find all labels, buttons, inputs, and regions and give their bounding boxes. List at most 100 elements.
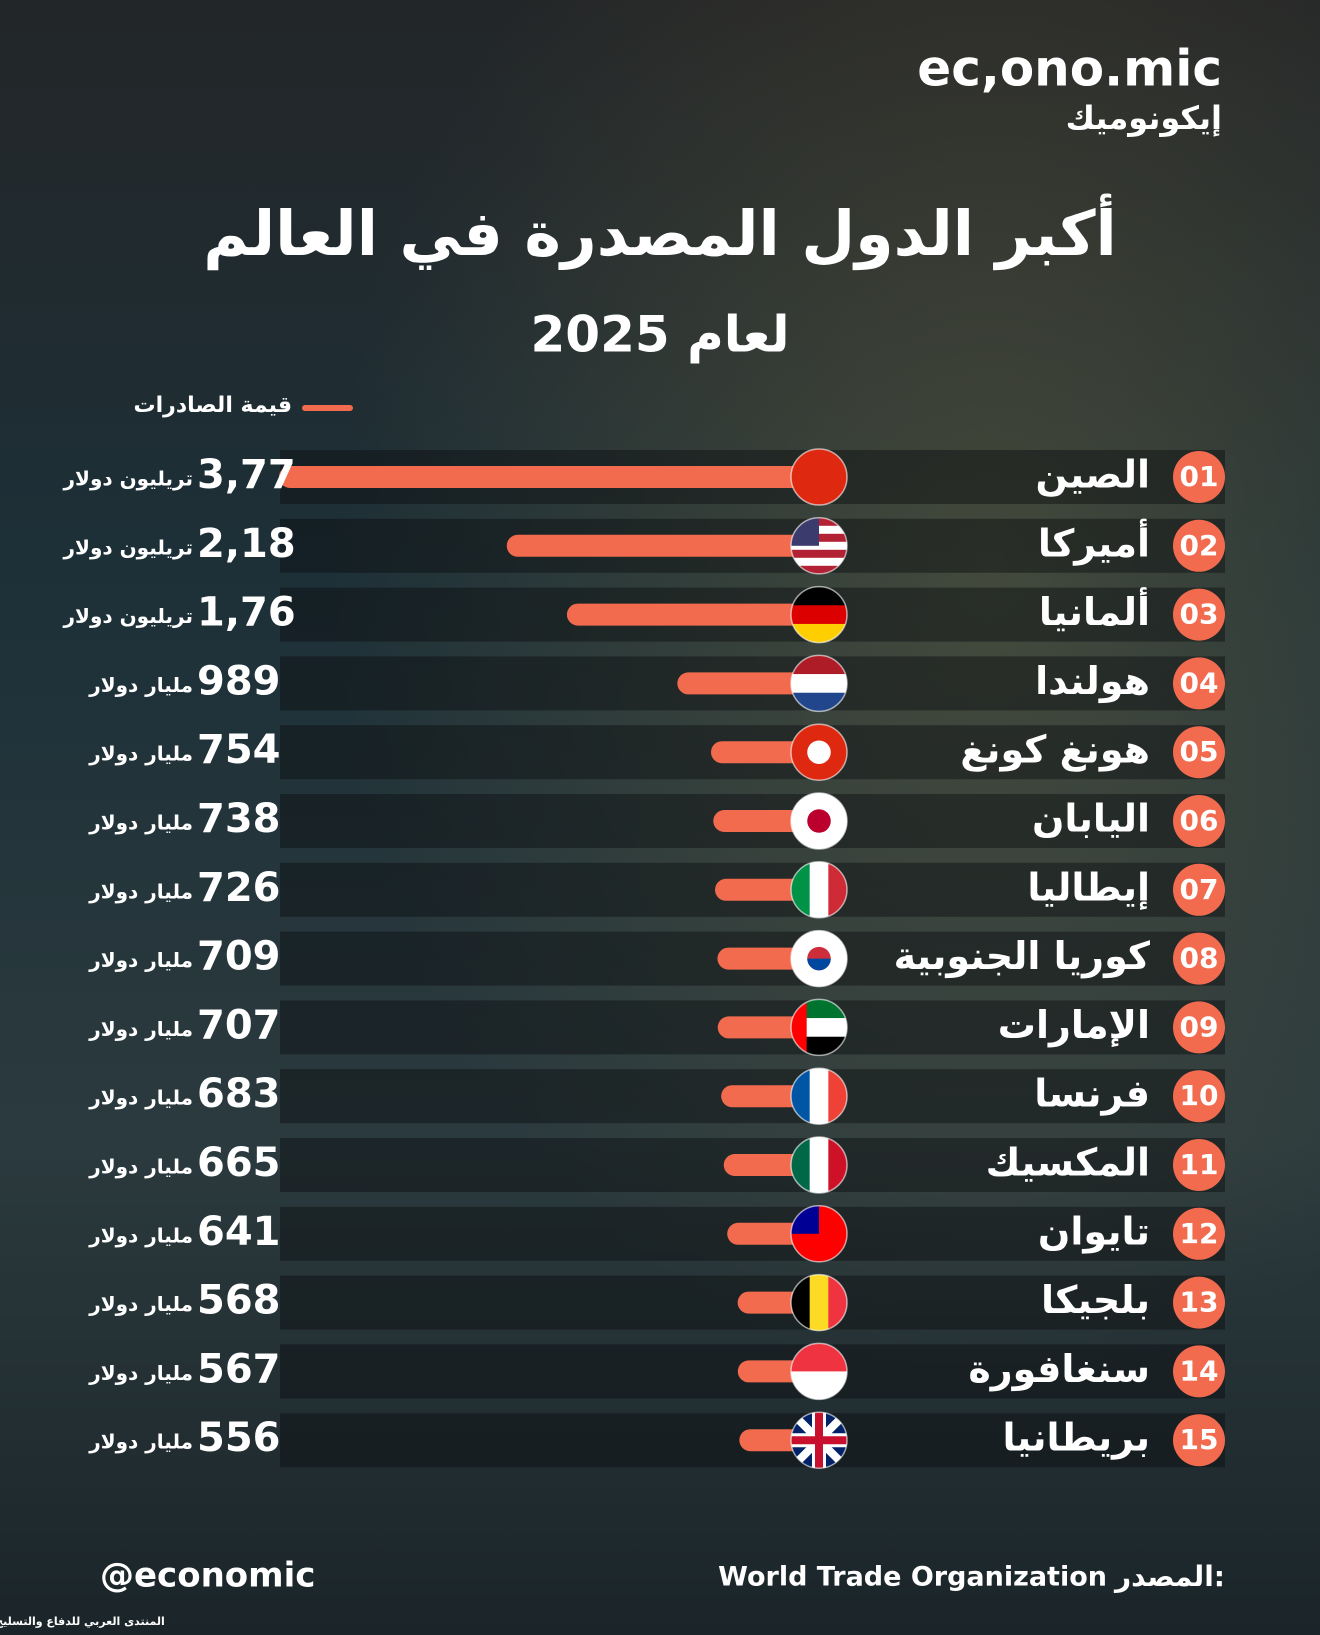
rank-badge — [1173, 932, 1225, 985]
flag-ring — [790, 1205, 848, 1263]
value-unit: مليار دولار — [88, 1086, 193, 1110]
value-unit: مليار دولار — [88, 1430, 193, 1454]
value-label: 568 — [197, 1278, 281, 1324]
rank-badge — [1173, 1070, 1225, 1123]
flag-stripe — [791, 565, 847, 574]
rank-label: 08 — [1180, 942, 1219, 975]
value-label: 3,77 — [197, 452, 296, 498]
rank-badge — [1173, 795, 1225, 847]
flag-ring — [790, 1342, 848, 1401]
value-unit: مليار دولار — [88, 1292, 193, 1316]
flag — [791, 1412, 847, 1469]
chart-subtitle: لعام 2025 — [531, 306, 790, 364]
flag-stripe — [791, 605, 847, 625]
flag-stripe — [828, 1274, 847, 1331]
flag-ring — [790, 1067, 848, 1125]
bar — [506, 534, 819, 557]
rank-label: 07 — [1180, 873, 1219, 906]
rank-label: 11 — [1180, 1148, 1219, 1181]
country-name: إيطاليا — [1027, 865, 1150, 910]
country-name: كوريا الجنوبية — [894, 934, 1151, 978]
flag — [791, 1274, 847, 1331]
value-label: 726 — [197, 865, 281, 911]
country-name: سنغافورة — [968, 1347, 1150, 1391]
flag-ring — [790, 792, 848, 850]
rank-badge — [1173, 1276, 1225, 1329]
country-name: فرنسا — [1034, 1072, 1150, 1116]
value-label: 989 — [197, 658, 281, 704]
bar — [677, 672, 819, 695]
country-name: اليابان — [1032, 797, 1150, 841]
value-unit: مليار دولار — [88, 673, 193, 697]
rank-badge — [1173, 1001, 1225, 1054]
flag-stripe — [809, 1137, 829, 1193]
value-label: 665 — [197, 1140, 281, 1186]
flag — [791, 1068, 847, 1125]
source-name: World Trade Organization — [718, 1562, 1107, 1593]
country-name: الصين — [1036, 453, 1150, 497]
bar — [279, 466, 819, 488]
value-unit: مليار دولار — [88, 811, 193, 835]
value-label: 754 — [197, 727, 281, 773]
rank-badge — [1173, 1414, 1225, 1467]
country-name: هولندا — [1035, 659, 1150, 703]
rank-label: 15 — [1180, 1423, 1219, 1456]
flag-ring — [790, 1273, 848, 1332]
rank-label: 05 — [1180, 735, 1219, 768]
flag-dot — [807, 740, 831, 764]
country-name: بلجيكا — [1041, 1278, 1150, 1322]
chart-title: أكبر الدول المصدرة في العالم — [203, 193, 1117, 270]
brand-name-ar: إيكونوميك — [1066, 99, 1222, 138]
flag-stripe — [809, 1274, 829, 1331]
flag-stripe — [791, 674, 847, 694]
value-unit: مليار دولار — [88, 879, 193, 903]
flag — [791, 1137, 847, 1193]
flag-stripe — [791, 1274, 811, 1331]
rank-badge — [1173, 588, 1225, 641]
flag-dot — [807, 958, 831, 971]
flag-stripe — [828, 1068, 847, 1125]
country-name: بريطانيا — [1002, 1416, 1150, 1460]
rank-label: 14 — [1180, 1354, 1219, 1387]
watermark: المنتدى العربي للدفاع والتسليح — [0, 1615, 165, 1628]
rank-badge — [1173, 657, 1225, 710]
flag-ring — [790, 998, 848, 1057]
flag-stripe — [791, 655, 847, 675]
flag-ring — [790, 517, 848, 575]
rank-label: 02 — [1180, 529, 1219, 562]
flag-stripe — [809, 1068, 829, 1125]
flag — [791, 655, 847, 712]
value-unit: مليار دولار — [88, 1223, 193, 1247]
rank-badge — [1173, 726, 1225, 779]
footer-handle: @economic — [100, 1556, 315, 1596]
flag-stripe — [791, 1137, 811, 1193]
value-unit: تريليون دولار — [63, 467, 193, 491]
flag-cross — [791, 1412, 847, 1469]
flag — [791, 449, 847, 505]
rank-badge — [1173, 1139, 1225, 1191]
country-name: أميركا — [1038, 518, 1150, 565]
flag — [791, 793, 847, 849]
rank-label: 09 — [1180, 1010, 1219, 1043]
value-unit: تريليون دولار — [63, 604, 193, 628]
source-label: المصدر: — [1113, 1560, 1225, 1593]
flag-ring — [790, 1411, 848, 1469]
flag-stripe — [791, 1068, 811, 1125]
legend-label: قيمة الصادرات — [134, 393, 292, 418]
bar — [566, 603, 819, 626]
flag-ring — [790, 1136, 848, 1194]
rank-label: 01 — [1180, 460, 1219, 493]
brand-name: ec,ono.mic — [917, 40, 1222, 98]
value-label: 2,18 — [197, 521, 296, 567]
value-label: 738 — [197, 796, 281, 842]
flag-stripe — [791, 549, 847, 559]
rank-label: 03 — [1180, 598, 1219, 631]
country-name: الإمارات — [998, 1003, 1150, 1047]
rank-label: 10 — [1180, 1079, 1219, 1112]
value-label: 707 — [197, 1002, 281, 1048]
country-name: تايوان — [1038, 1209, 1150, 1253]
flag-ring — [790, 654, 848, 713]
